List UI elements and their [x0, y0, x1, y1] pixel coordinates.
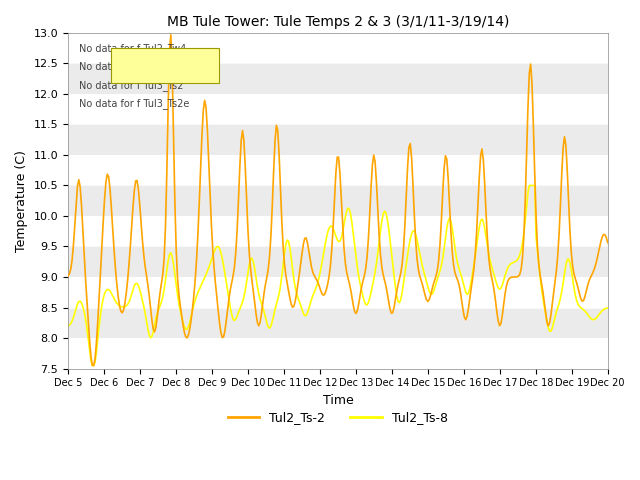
Line: Tul2_Ts-8: Tul2_Ts-8 — [68, 185, 608, 365]
Tul2_Ts-2 — [243, 196, 250, 202]
Y-axis label: Temperature (C): Temperature (C) — [15, 150, 28, 252]
Bar — [68, 94, 608, 124]
Tul2_Ts-8 — [241, 288, 249, 293]
Bar — [68, 185, 608, 216]
Bar — [68, 338, 608, 369]
Text: No data for f Tul2_Tw4: No data for f Tul2_Tw4 — [79, 43, 186, 54]
Bar — [68, 277, 608, 308]
Bar — [68, 124, 608, 155]
Tul2_Ts-8 — [455, 265, 463, 271]
Tul2_Ts-8 — [405, 244, 413, 250]
Tul2_Ts-8 — [131, 283, 138, 288]
Text: No data for f Tul3_Ts2: No data for f Tul3_Ts2 — [79, 80, 183, 91]
Tul2_Ts-2 — [88, 362, 96, 368]
Tul2_Ts-2 — [456, 288, 464, 294]
Tul2_Ts-8 — [525, 182, 533, 188]
Tul2_Ts-8 — [88, 362, 96, 368]
Text: No data for f Tul3_Tw4: No data for f Tul3_Tw4 — [79, 61, 186, 72]
Tul2_Ts-2 — [280, 261, 288, 267]
Tul2_Ts-8 — [64, 323, 72, 329]
Bar — [68, 247, 608, 277]
Bar — [68, 155, 608, 185]
Line: Tul2_Ts-2: Tul2_Ts-2 — [68, 35, 608, 365]
Tul2_Ts-8 — [458, 274, 465, 280]
Tul2_Ts-2 — [131, 188, 138, 193]
X-axis label: Time: Time — [323, 394, 353, 407]
Bar — [68, 33, 608, 63]
Title: MB Tule Tower: Tule Temps 2 & 3 (3/1/11-3/19/14): MB Tule Tower: Tule Temps 2 & 3 (3/1/11-… — [166, 15, 509, 29]
Tul2_Ts-8 — [604, 305, 612, 311]
Tul2_Ts-2 — [604, 240, 612, 246]
Tul2_Ts-8 — [279, 263, 287, 268]
Tul2_Ts-2 — [406, 141, 414, 146]
Bar — [68, 63, 608, 94]
Bar — [68, 216, 608, 247]
FancyBboxPatch shape — [111, 48, 219, 84]
Text: No data for f Tul3_Ts2e: No data for f Tul3_Ts2e — [79, 98, 189, 109]
Tul2_Ts-2 — [459, 307, 467, 312]
Bar — [68, 308, 608, 338]
Tul2_Ts-2 — [167, 32, 175, 37]
Tul2_Ts-2 — [64, 273, 72, 279]
Legend: Tul2_Ts-2, Tul2_Ts-8: Tul2_Ts-2, Tul2_Ts-8 — [223, 407, 452, 430]
